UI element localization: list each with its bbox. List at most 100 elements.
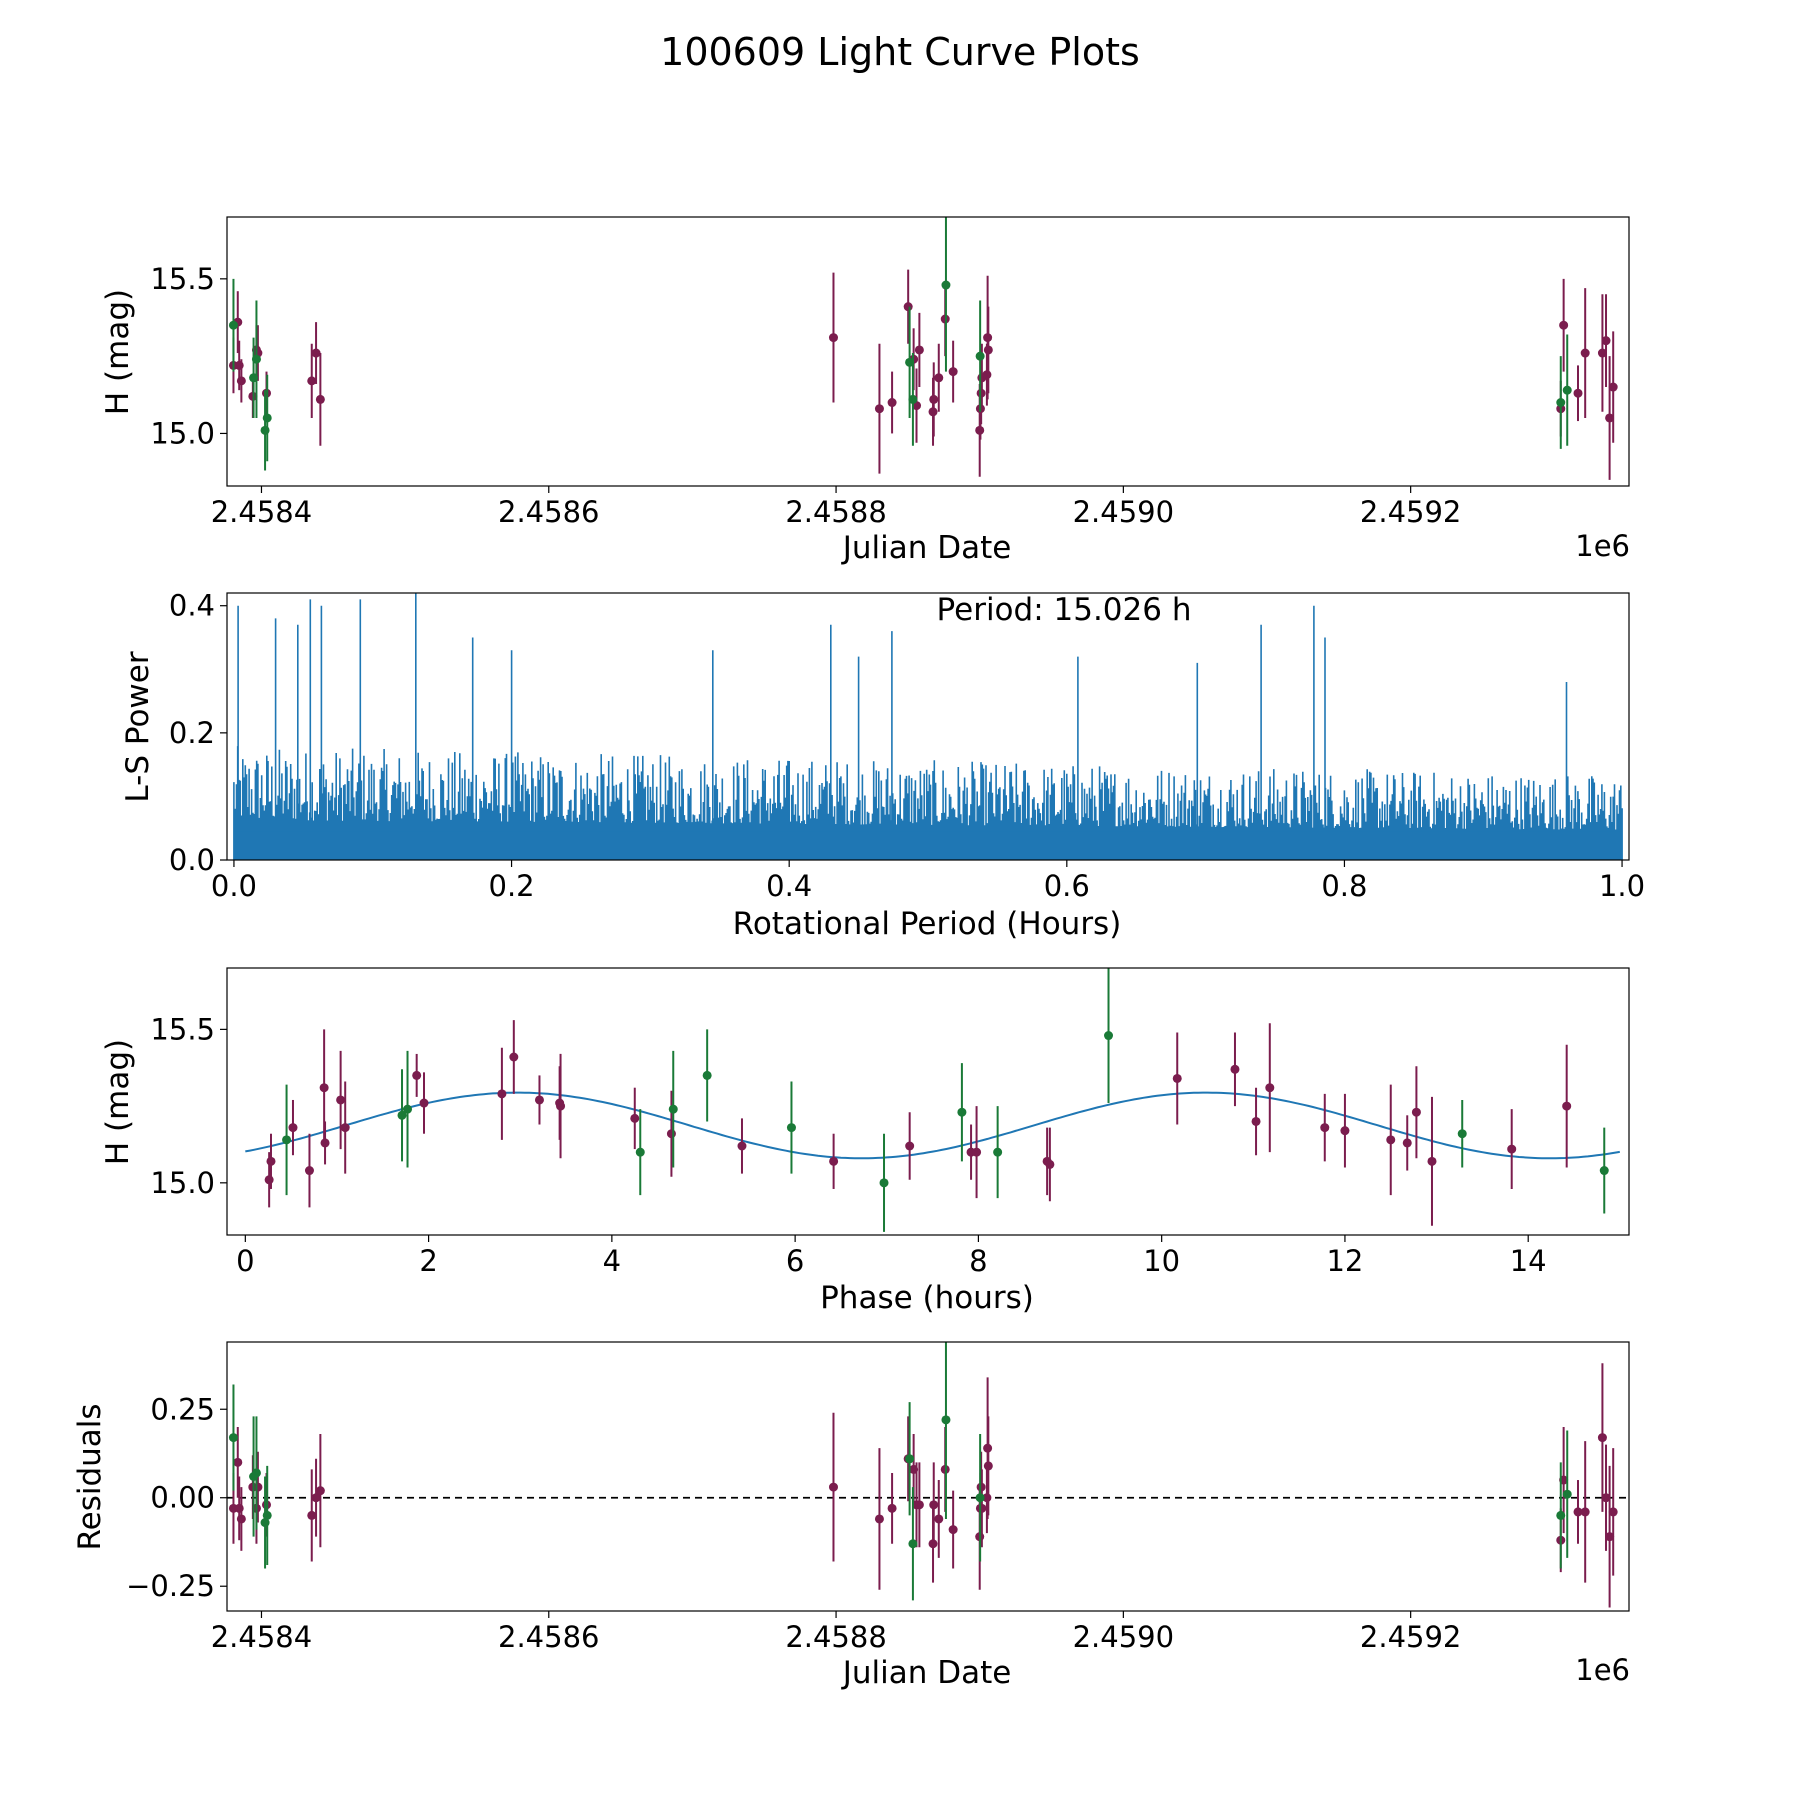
residuals-xlabel: Julian Date [841,1655,1012,1691]
periodogram-panel: Rotational Period (Hours) L-S Power Peri… [120,589,1645,942]
phase-data-point [397,1110,407,1120]
light-curve-data-point [929,394,939,404]
phase-data-point [1320,1123,1330,1133]
phase-folded-panel: Phase (hours) H (mag) 0 2 4 6 8 10 12 14 15.0 15.… [100,967,1630,1316]
phase-data-point [1386,1135,1396,1145]
light-curve-data-point [941,280,951,290]
residuals-data-point [887,1503,897,1513]
periodogram-ytick-label: 0.4 [169,589,215,623]
periodogram-xtick-label: 0.4 [766,869,812,903]
residuals-data-point [233,1457,243,1467]
phase-data-point [829,1156,839,1166]
periodogram-ytick-label: 0.0 [169,843,215,877]
light-curve-data-point [1605,413,1615,423]
residuals-data-point [983,1461,993,1471]
residuals-data-point [977,1503,987,1513]
phase-ytick-label: 15.5 [150,1012,215,1046]
phase-data-point [737,1141,747,1151]
light-curve-xtick-label: 2.4586 [498,495,599,529]
phase-xtick-label: 6 [786,1244,804,1278]
period-annotation: Period: 15.026 h [937,592,1192,628]
phase-data-point [1599,1166,1609,1176]
residuals-data-point [934,1514,944,1524]
light-curve-data-point [874,404,884,414]
phase-ylabel: H (mag) [100,1039,136,1165]
residuals-data-point [311,1493,321,1503]
phase-data-point [304,1166,314,1176]
residuals-data-point [905,1454,915,1464]
light-curve-data-point [1608,382,1618,392]
residuals-data-point [874,1514,884,1524]
light-curve-data-point [975,351,985,361]
periodogram-trace-layer [233,593,1623,860]
light-curve-data-point [311,348,321,358]
light-curve-xtick-label: 2.4588 [785,495,886,529]
phase-data-point [509,1052,519,1062]
periodogram-xtick-label: 0.8 [1321,869,1367,903]
residuals-xtick-label: 2.4592 [1360,1620,1461,1654]
phase-data-point [957,1107,967,1117]
phase-data-point [419,1098,429,1108]
light-curve-xtick-label: 2.4592 [1360,495,1461,529]
periodogram-xtick-label: 0.0 [211,869,257,903]
light-curve-ylabel: H (mag) [100,289,136,415]
phase-data-point [1427,1156,1437,1166]
residuals-data-point [941,1415,951,1425]
phase-data-point [1230,1064,1240,1074]
phase-data-point [666,1129,676,1139]
residuals-frame [226,1341,1630,1612]
phase-data-point [1340,1126,1350,1136]
light-curve-xlabel: Julian Date [841,530,1012,566]
residuals-data-point [1556,1510,1566,1520]
phase-data-point [1457,1129,1467,1139]
residuals-data-point [948,1525,958,1535]
light-curve-data-point [1559,320,1569,330]
phase-data-point [1402,1138,1412,1148]
figure-title: 100609 Light Curve Plots [660,30,1140,74]
phase-data-point [1045,1159,1055,1169]
phase-frame [226,967,1630,1236]
residuals-data-point [307,1510,317,1520]
light-curve-ytick-label: 15.0 [150,416,215,450]
light-curve-panel: Julian Date H (mag) 1e6 2.4584 2.4586 2.45… [100,216,1630,566]
light-curve-offset-label: 1e6 [1575,529,1630,563]
phase-xlabel: Phase (hours) [820,1280,1034,1316]
residuals-xtick-label: 2.4586 [498,1620,599,1654]
residuals-data-point [1597,1433,1607,1443]
residuals-data-point [315,1486,325,1496]
residuals-ytick-label: 0.00 [150,1481,215,1515]
light-curve-xtick-label: 2.4584 [211,495,312,529]
phase-data-point [702,1070,712,1080]
phase-data-point [630,1113,640,1123]
phase-data-point [668,1104,678,1114]
phase-data-point [1251,1116,1261,1126]
phase-data-point [264,1175,274,1185]
periodogram-ytick-label: 0.2 [169,716,215,750]
light-curve-data-point [1597,348,1607,358]
phase-data-point [266,1156,276,1166]
residuals-data-point [908,1539,918,1549]
light-curve-data-point [1580,348,1590,358]
light-curve-data-point [948,367,958,377]
light-curve-frame [226,216,1630,487]
periodogram-power-line [233,593,1623,860]
periodogram-dense-band [233,831,1623,860]
periodogram-xlabel: Rotational Period (Hours) [733,906,1122,942]
light-curve-data-point [983,345,993,355]
light-curve-data-point [934,373,944,383]
phase-points-layer [264,968,1609,1232]
phase-data-point [635,1147,645,1157]
light-curve-ytick-label: 15.5 [150,262,215,296]
light-curve-data-point [251,354,261,364]
residuals-data-point [1608,1507,1618,1517]
residuals-data-point [1580,1507,1590,1517]
phase-data-point [879,1178,889,1188]
phase-data-point [534,1095,544,1105]
residuals-ytick-label: −0.25 [126,1569,215,1603]
residuals-data-point [1605,1532,1615,1542]
light-curve-data-point [228,320,238,330]
light-curve-data-point [236,376,246,386]
phase-data-point [786,1123,796,1133]
phase-data-point [412,1070,422,1080]
phase-data-point [340,1123,350,1133]
